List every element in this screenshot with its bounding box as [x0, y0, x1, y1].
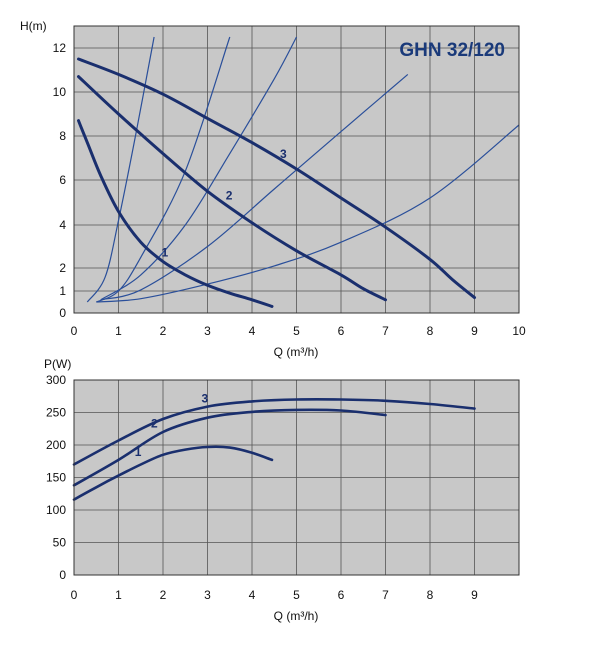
- head-y-tick-label: 10: [53, 85, 67, 99]
- head-x-axis-label-text: Q (m³/h): [274, 345, 319, 359]
- power-curve-labels: 12 3: [135, 392, 209, 459]
- head-x-tick-label: 10: [512, 324, 526, 338]
- head-x-tick-label: 8: [427, 324, 434, 338]
- head-curve-1: [77, 119, 274, 308]
- power-x-tick-label: 1: [115, 588, 122, 602]
- head-x-tick-label: 1: [115, 324, 122, 338]
- head-x-tick-label: 0: [71, 324, 78, 338]
- head-x-ticks: 0 1 2 3 4 5 6 7 8 9 10: [71, 324, 526, 338]
- power-y-tick-label: 100: [46, 503, 66, 517]
- head-pump-curves: [77, 57, 476, 308]
- power-x-tick-label: 5: [293, 588, 300, 602]
- power-y-tick-label: 150: [46, 471, 66, 485]
- head-y-tick-label: 1: [59, 284, 66, 298]
- head-x-tick-label: 2: [160, 324, 167, 338]
- power-curves: [72, 398, 476, 501]
- head-x-tick-label: 7: [382, 324, 389, 338]
- system-curve: [96, 124, 520, 303]
- system-curve: [100, 73, 409, 301]
- power-x-tick-label: 7: [382, 588, 389, 602]
- power-y-tick-label: 300: [46, 373, 66, 387]
- head-x-tick-label: 3: [204, 324, 211, 338]
- head-y-tick-label: 6: [59, 173, 66, 187]
- power-x-axis-label-text: Q (m³/h): [274, 609, 319, 623]
- power-y-tick-label: 250: [46, 406, 66, 420]
- power-grid: [74, 380, 519, 575]
- power-y-axis-label: P(W): [44, 357, 71, 371]
- head-y-tick-label: 2: [59, 261, 66, 275]
- power-y-ticks: 0 50 100 150 200 250 300: [46, 373, 66, 582]
- power-curve-3: [72, 398, 476, 466]
- head-y-tick-label: 4: [59, 218, 66, 232]
- system-curve: [100, 36, 298, 301]
- power-x-ticks: 0 1 2 3 4 5 6 7 8 9: [71, 588, 479, 602]
- head-y-axis-label: H(m): [20, 19, 47, 33]
- head-x-axis-label: Q (m³/h): [274, 345, 319, 359]
- head-y-tick-label: 12: [53, 41, 67, 55]
- head-curve-label-2: 2: [226, 188, 233, 202]
- power-x-tick-label: 9: [471, 588, 478, 602]
- power-plot-frame: [73, 379, 520, 576]
- power-curve-label-2: 2: [151, 417, 158, 431]
- head-curve-3: [77, 57, 476, 300]
- power-curve-label-3: 3: [202, 392, 209, 406]
- power-x-tick-label: 2: [160, 588, 167, 602]
- power-y-tick-label: 0: [59, 568, 66, 582]
- power-curve-2: [72, 408, 387, 487]
- head-x-tick-label: 9: [471, 324, 478, 338]
- power-y-tick-label: 50: [53, 536, 67, 550]
- head-x-tick-label: 5: [293, 324, 300, 338]
- power-x-tick-label: 3: [204, 588, 211, 602]
- head-grid: [74, 26, 519, 313]
- power-curve-1: [72, 445, 274, 501]
- power-x-tick-label: 8: [427, 588, 434, 602]
- power-x-tick-label: 0: [71, 588, 78, 602]
- power-curve-label-1: 1: [135, 445, 142, 459]
- power-x-tick-label: 4: [249, 588, 256, 602]
- power-x-tick-label: 6: [338, 588, 345, 602]
- system-curve: [96, 36, 231, 303]
- head-curve-label-1: 1: [161, 245, 168, 259]
- head-x-tick-label: 6: [338, 324, 345, 338]
- head-x-tick-label: 4: [249, 324, 256, 338]
- head-curve-2: [77, 75, 387, 302]
- head-y-tick-label: 8: [59, 129, 66, 143]
- model-title: GHN 32/120: [399, 40, 505, 61]
- head-plot-frame: [73, 25, 520, 314]
- head-curve-label-3: 3: [280, 147, 287, 161]
- head-y-tick-label: 0: [59, 306, 66, 320]
- head-curve-labels: 1 2 3: [161, 147, 287, 259]
- power-x-axis-label: Q (m³/h): [274, 609, 319, 623]
- power-y-tick-label: 200: [46, 438, 66, 452]
